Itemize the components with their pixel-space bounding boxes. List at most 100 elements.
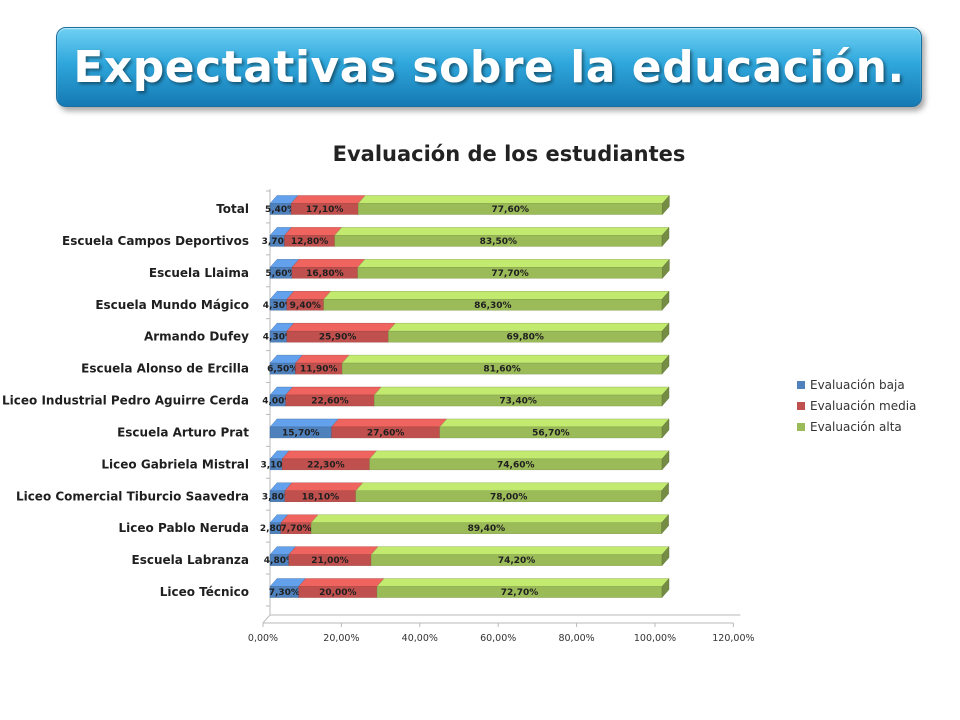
bar-top-face bbox=[357, 259, 670, 268]
bar-end-cap bbox=[661, 386, 670, 407]
legend-label: Evaluación alta bbox=[810, 419, 902, 434]
bar-top-face bbox=[285, 386, 382, 396]
axis-corner-line bbox=[262, 614, 271, 624]
bar-top-face bbox=[286, 291, 332, 300]
bar-end-cap bbox=[661, 354, 670, 375]
legend-label: Evaluación baja bbox=[810, 377, 905, 392]
category-label: Total bbox=[216, 202, 249, 216]
bar-top-face bbox=[439, 418, 670, 428]
title-banner: Expectativas sobre la educación. bbox=[56, 27, 922, 107]
bar-top-face bbox=[334, 227, 670, 236]
data-label: 22,30% bbox=[307, 460, 345, 470]
data-label: 72,70% bbox=[501, 588, 539, 598]
bar-end-cap bbox=[662, 258, 670, 279]
x-tick-label: 0,00% bbox=[248, 633, 278, 644]
data-label: 89,40% bbox=[468, 524, 506, 534]
bar-end-cap bbox=[661, 322, 670, 343]
bar-top-face bbox=[284, 227, 343, 236]
category-label: Liceo Técnico bbox=[160, 585, 249, 599]
data-label: 86,30% bbox=[474, 301, 512, 311]
bar-top-face bbox=[290, 195, 366, 204]
data-label: 78,00% bbox=[490, 492, 528, 502]
category-label: Escuela Campos Deportivos bbox=[62, 234, 249, 248]
legend-swatch bbox=[797, 422, 805, 431]
category-label: Liceo Gabriela Mistral bbox=[101, 457, 249, 471]
data-label: 77,70% bbox=[491, 269, 529, 279]
legend-item: Evaluación alta bbox=[797, 416, 916, 437]
bar-top-face bbox=[288, 546, 379, 555]
data-label: 4,30% bbox=[263, 333, 294, 343]
chart-title: Evaluación de los estudiantes bbox=[332, 142, 686, 166]
category-label: Escuela Llaima bbox=[149, 266, 249, 280]
data-label: 69,80% bbox=[506, 333, 544, 343]
bar-top-face bbox=[269, 418, 339, 428]
data-label: 74,20% bbox=[498, 556, 536, 566]
bar-end-cap bbox=[661, 418, 670, 439]
data-label: 18,10% bbox=[302, 492, 340, 502]
category-label: Escuela Alonso de Ercilla bbox=[81, 362, 249, 376]
bar-top-face bbox=[284, 482, 364, 491]
data-label: 15,70% bbox=[282, 428, 320, 438]
data-label: 20,00% bbox=[319, 588, 357, 598]
data-label: 4,30% bbox=[263, 301, 294, 311]
bar-end-cap bbox=[661, 514, 669, 535]
slide-title: Expectativas sobre la educación. bbox=[73, 41, 905, 93]
data-label: 7,30% bbox=[269, 588, 300, 598]
bar-end-cap bbox=[661, 226, 670, 247]
bar-top-face bbox=[357, 195, 670, 204]
data-label: 27,60% bbox=[367, 428, 405, 438]
bar-top-face bbox=[387, 322, 670, 332]
category-label: Liceo Pablo Neruda bbox=[119, 521, 249, 535]
data-label: 16,80% bbox=[306, 269, 344, 279]
data-label: 56,70% bbox=[532, 428, 570, 438]
legend-label: Evaluación media bbox=[810, 398, 917, 413]
bar-top-face bbox=[286, 322, 396, 332]
legend-swatch bbox=[797, 401, 805, 410]
bar-top-face bbox=[295, 354, 350, 364]
x-tick-label: 40,00% bbox=[402, 633, 438, 644]
bar-top-face bbox=[373, 386, 670, 396]
data-label: 6,50% bbox=[267, 365, 298, 375]
bar-end-cap bbox=[661, 290, 670, 311]
bar-end-cap bbox=[661, 482, 669, 503]
data-label: 4,80% bbox=[264, 556, 295, 566]
bar-end-cap bbox=[661, 578, 670, 599]
data-label: 83,50% bbox=[480, 237, 518, 247]
data-label: 7,70% bbox=[280, 524, 311, 534]
data-label: 12,80% bbox=[291, 237, 329, 247]
data-label: 22,60% bbox=[311, 397, 349, 407]
bar-end-cap bbox=[661, 546, 670, 567]
data-label: 17,10% bbox=[306, 205, 344, 215]
category-label: Escuela Labranza bbox=[132, 553, 250, 567]
data-label: 3,10% bbox=[260, 460, 291, 470]
chart-legend: Evaluación baja Evaluación media Evaluació… bbox=[797, 374, 916, 437]
bar-top-face bbox=[310, 514, 670, 523]
x-tick-label: 120,00% bbox=[712, 633, 754, 644]
bar-top-face bbox=[291, 259, 366, 268]
data-label: 73,40% bbox=[499, 397, 537, 407]
bar-end-cap bbox=[661, 450, 670, 471]
bar-top-face bbox=[341, 354, 670, 364]
data-label: 5,40% bbox=[265, 205, 296, 215]
bar-top-face bbox=[298, 578, 385, 587]
bar-top-face bbox=[376, 578, 670, 587]
data-label: 74,60% bbox=[497, 460, 535, 470]
bar-top-face bbox=[281, 450, 378, 460]
x-tick-label: 60,00% bbox=[480, 633, 516, 644]
legend-item: Evaluación media bbox=[797, 395, 916, 416]
data-label: 2,80% bbox=[260, 524, 291, 534]
x-tick-label: 80,00% bbox=[558, 633, 594, 644]
data-label: 3,80% bbox=[262, 492, 293, 502]
category-label: Liceo Industrial Pedro Aguirre Cerda bbox=[2, 394, 249, 408]
data-label: 3,70% bbox=[262, 237, 293, 247]
data-label: 9,40% bbox=[290, 301, 321, 311]
data-label: 11,90% bbox=[300, 365, 338, 375]
data-label: 21,00% bbox=[311, 556, 349, 566]
legend-swatch bbox=[797, 380, 805, 389]
bar-end-cap bbox=[662, 194, 670, 216]
data-label: 81,60% bbox=[483, 365, 521, 375]
bar-top-face bbox=[355, 482, 670, 491]
data-label: 4,00% bbox=[262, 397, 293, 407]
x-tick-label: 20,00% bbox=[323, 633, 359, 644]
